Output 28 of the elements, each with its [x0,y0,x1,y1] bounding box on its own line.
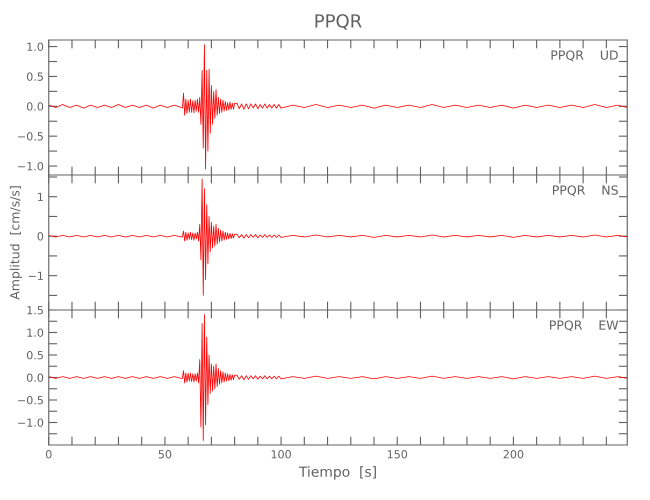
annotation: PPQR EW [550,320,618,332]
y-axis-title: Amplitud [cm/s/s] [10,186,22,300]
x-tick-label: 0 [46,450,52,458]
y-tick-label: 0.0 [26,373,44,382]
y-tick-label: −1.0 [18,162,44,170]
line-series [48,44,628,170]
y-tick-label: 1.0 [27,42,44,51]
y-tick-label: −0.5 [18,132,43,141]
y-tick-label: −1.0 [18,418,44,427]
chart-title: PPQR [316,14,362,30]
line-series [48,178,628,296]
annotation: PPQR UD [552,50,618,62]
y-tick-label: 1.0 [27,328,44,337]
y-tick-label: 1 [38,192,43,201]
annotation: PPQR NS [553,185,618,196]
x-tick-label: 100 [272,450,291,458]
y-tick-label: −0.5 [18,396,43,404]
y-tick-label: 0.5 [26,350,43,360]
line-series [48,314,628,441]
y-tick-label: −1 [28,272,43,280]
x-tick-label: 150 [388,450,408,458]
x-tick-label: 50 [158,450,172,458]
y-tick-label: 0.0 [26,102,44,111]
y-tick-label: 0 [38,232,44,241]
y-tick-label: 1.5 [27,306,43,314]
y-tick-label: 0.5 [26,72,43,81]
x-tick-label: 200 [504,450,524,458]
x-axis-title: Tiempo [s] [298,466,376,480]
